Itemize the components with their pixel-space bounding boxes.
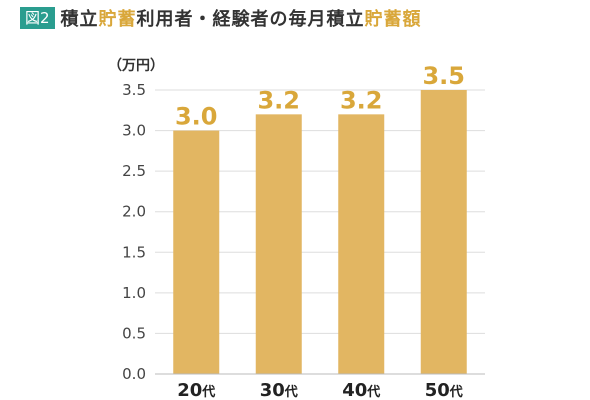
value-label-1: 3.2	[257, 86, 300, 114]
x-tick-number-2: 40	[342, 380, 367, 400]
x-tick-number-3: 50	[425, 380, 450, 400]
x-tick-suffix-3: 代	[449, 384, 463, 400]
x-tick-number-1: 30	[260, 380, 285, 400]
x-tick-label-1: 30代	[260, 380, 298, 400]
x-tick-label-0: 20代	[177, 380, 215, 400]
bar-3	[420, 90, 467, 374]
y-tick-label-4: 2.0	[122, 203, 146, 221]
y-tick-label-7: 3.5	[122, 81, 146, 99]
title-part-0: 積立	[60, 9, 99, 30]
x-tick-label-3: 50代	[425, 380, 463, 400]
title-part-3: 貯蓄額	[364, 9, 422, 30]
chart-title: 積立貯蓄利用者・経験者の毎月積立貯蓄額	[61, 5, 422, 31]
title-part-1: 貯蓄	[98, 9, 137, 30]
y-tick-label-6: 3.0	[122, 122, 146, 140]
value-label-3: 3.5	[422, 62, 465, 90]
y-unit-label: （万円）	[108, 58, 164, 74]
bar-0	[173, 130, 220, 374]
x-tick-suffix-0: 代	[201, 384, 215, 400]
bar-2	[338, 114, 385, 374]
value-label-0: 3.0	[175, 103, 218, 131]
figure-badge: 図2	[20, 7, 55, 29]
y-tick-label-1: 0.5	[122, 324, 146, 342]
value-label-2: 3.2	[340, 86, 383, 114]
x-tick-suffix-1: 代	[284, 384, 298, 400]
x-tick-label-2: 40代	[342, 380, 380, 400]
y-tick-label-0: 0.0	[122, 365, 146, 383]
x-tick-suffix-2: 代	[366, 384, 380, 400]
x-tick-number-0: 20	[177, 380, 202, 400]
bar-1	[255, 114, 302, 374]
title-part-2: 利用者・経験者の毎月積立	[136, 9, 365, 30]
y-tick-label-5: 2.5	[122, 162, 146, 180]
y-tick-label-3: 1.5	[122, 243, 146, 261]
y-tick-label-2: 1.0	[122, 284, 146, 302]
chart-title-row: 図2 積立貯蓄利用者・経験者の毎月積立貯蓄額	[20, 4, 422, 32]
